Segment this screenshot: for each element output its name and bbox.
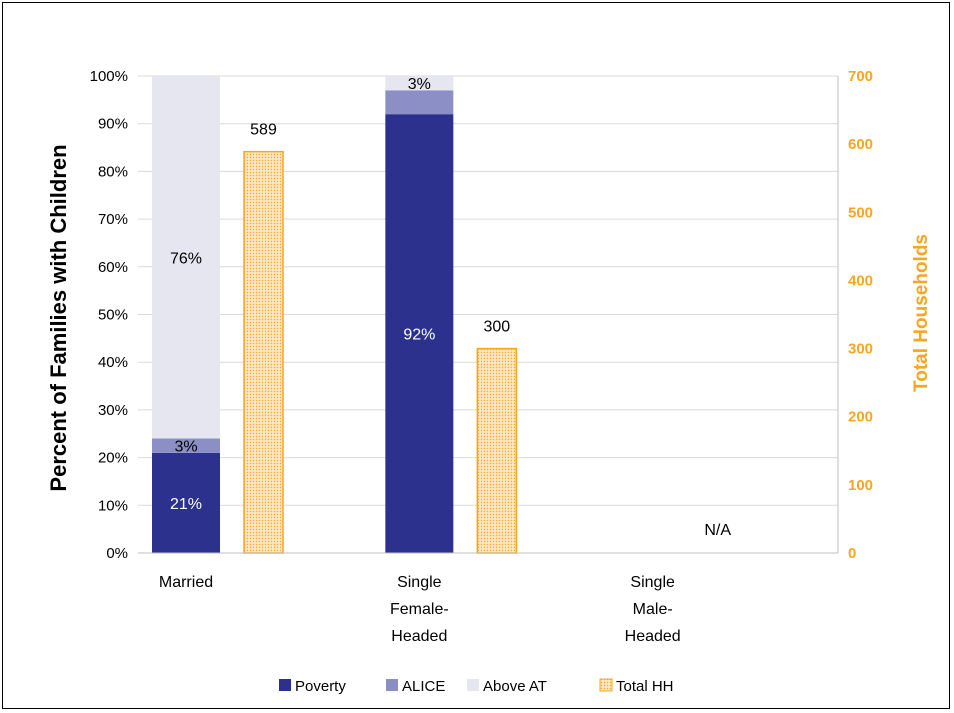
data-label: 589 (250, 122, 277, 139)
data-label: 76% (170, 250, 202, 267)
data-label: 3% (408, 76, 431, 93)
y-tick-label: 20% (98, 450, 128, 467)
data-label: 21% (170, 496, 202, 513)
bar-above-at (385, 76, 454, 91)
bar-total-hh (243, 150, 284, 554)
x-tick-label: Female- (390, 601, 449, 618)
y-tick-label: 80% (98, 163, 128, 180)
tick-labels: 0% 10% 20% 30% 40% 50% 60% 70% 80% 90% 100% 0 100 200… (90, 68, 873, 562)
data-label: 3% (174, 439, 197, 456)
legend-swatch (386, 679, 398, 691)
y2-tick-label: 600 (848, 136, 873, 153)
legend-swatch (599, 678, 613, 692)
y-tick-label: 50% (98, 307, 128, 324)
y-tick-label: 100% (90, 68, 128, 85)
x-tick-label: Male- (633, 601, 673, 618)
y-tick-label: 40% (98, 354, 128, 371)
y2-tick-label: 500 (848, 204, 873, 221)
x-tick-label: Headed (391, 628, 447, 645)
legend-label: Above AT (483, 678, 547, 695)
bars (152, 76, 518, 554)
bar-alice (385, 90, 454, 115)
x-tick-label: Single (397, 574, 442, 591)
y2-tick-label: 100 (848, 477, 873, 494)
data-label: 92% (403, 327, 435, 344)
legend-label: Poverty (295, 678, 346, 695)
legend: Poverty ALICE Above AT Total HH (279, 678, 674, 695)
data-label: 300 (483, 319, 510, 336)
y2-tick-label: 700 (848, 68, 873, 85)
legend-swatch (279, 679, 291, 691)
x-tick-label: Single (630, 574, 675, 591)
y2-tick-label: 200 (848, 409, 873, 426)
bar-total-hh (476, 347, 518, 554)
axes (138, 76, 839, 554)
y-tick-label: 70% (98, 211, 128, 228)
na-label: N/A (704, 522, 731, 539)
y-tick-label: 90% (98, 116, 128, 133)
y2-tick-label: 0 (848, 545, 856, 562)
bar-above-at (152, 76, 220, 439)
x-tick-label: Married (159, 574, 213, 591)
x-tick-label: Headed (625, 628, 681, 645)
y2-tick-label: 300 (848, 341, 873, 358)
y2-axis-title: Total Households (911, 234, 932, 392)
data-labels: 21% 3% 76% 589 92% 3% 300 N/A (170, 76, 731, 539)
y-axis-title: Percent of Families with Children (46, 144, 71, 491)
category-labels: Married Single Female- Headed Single Male- Hea… (159, 574, 681, 645)
y-tick-label: 60% (98, 259, 128, 276)
bar-poverty (385, 114, 454, 553)
y-tick-label: 10% (98, 497, 128, 514)
y-tick-label: 0% (106, 545, 128, 562)
legend-swatch (467, 679, 479, 691)
bar-alice (152, 438, 220, 453)
bar-poverty (152, 452, 220, 553)
y-tick-label: 30% (98, 402, 128, 419)
legend-label: Total HH (616, 678, 674, 695)
y2-tick-label: 400 (848, 272, 873, 289)
legend-label: ALICE (402, 678, 445, 695)
